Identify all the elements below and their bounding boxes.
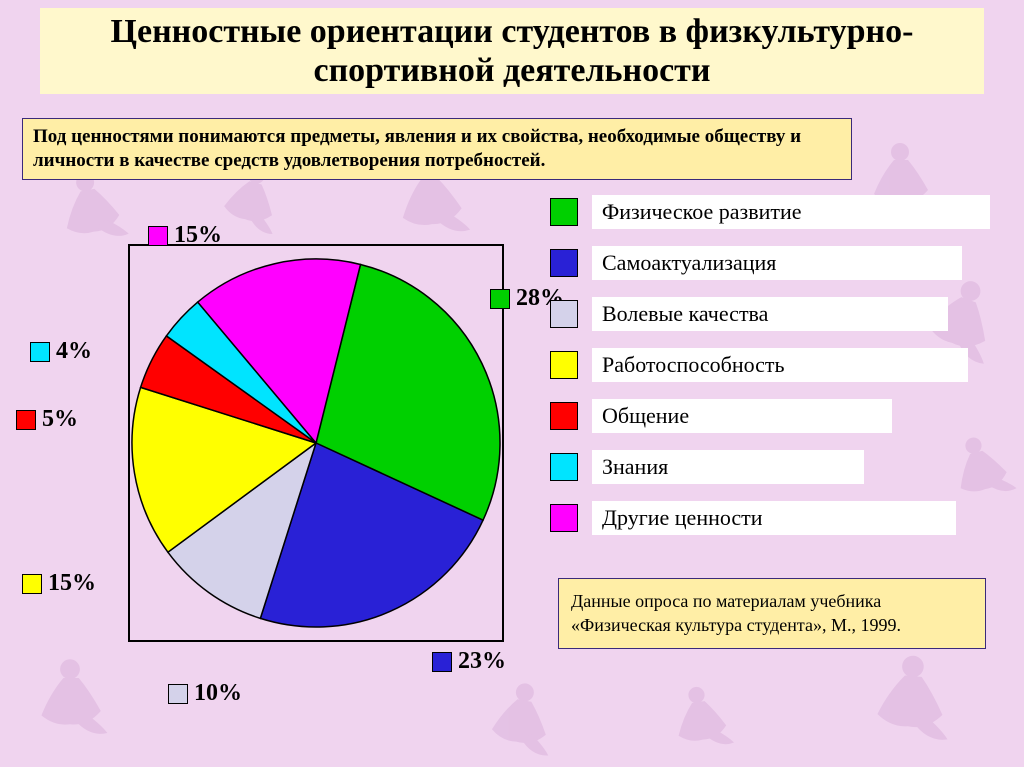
- legend-swatch-vol: [550, 300, 578, 328]
- legend-item-vol: Волевые качества: [550, 297, 990, 331]
- percent-swatch-phys: [490, 289, 510, 309]
- percent-swatch-other: [148, 226, 168, 246]
- legend-item-know: Знания: [550, 450, 990, 484]
- legend-swatch-other: [550, 504, 578, 532]
- percent-swatch-comm: [16, 410, 36, 430]
- percent-swatch-know: [30, 342, 50, 362]
- legend-label-phys: Физическое развитие: [592, 195, 990, 229]
- legend-item-phys: Физическое развитие: [550, 195, 990, 229]
- legend-swatch-know: [550, 453, 578, 481]
- legend-label-work: Работоспособность: [592, 348, 968, 382]
- legend-swatch-work: [550, 351, 578, 379]
- percent-label-work: 15%: [22, 570, 96, 597]
- percent-text-vol: 10%: [194, 680, 242, 707]
- legend-item-other: Другие ценности: [550, 501, 990, 535]
- percent-text-know: 4%: [56, 338, 92, 365]
- legend-swatch-self: [550, 249, 578, 277]
- legend-swatch-comm: [550, 402, 578, 430]
- legend: Физическое развитие Самоактуализация Волев…: [550, 195, 990, 552]
- percent-text-other: 15%: [174, 222, 222, 249]
- percent-label-self: 23%: [432, 648, 506, 675]
- percent-swatch-vol: [168, 684, 188, 704]
- percent-swatch-self: [432, 652, 452, 672]
- percent-text-comm: 5%: [42, 406, 78, 433]
- percent-label-other: 15%: [148, 222, 222, 249]
- percent-label-comm: 5%: [16, 406, 78, 433]
- source-box: Данные опроса по материалам учебника «Фи…: [558, 578, 986, 649]
- percent-label-vol: 10%: [168, 680, 242, 707]
- legend-label-know: Знания: [592, 450, 864, 484]
- legend-item-work: Работоспособность: [550, 348, 990, 382]
- legend-label-self: Самоактуализация: [592, 246, 962, 280]
- legend-label-vol: Волевые качества: [592, 297, 948, 331]
- legend-swatch-phys: [550, 198, 578, 226]
- source-text: Данные опроса по материалам учебника «Фи…: [571, 591, 901, 635]
- percent-text-work: 15%: [48, 570, 96, 597]
- percent-text-self: 23%: [458, 648, 506, 675]
- percent-label-know: 4%: [30, 338, 92, 365]
- legend-item-self: Самоактуализация: [550, 246, 990, 280]
- legend-item-comm: Общение: [550, 399, 990, 433]
- percent-swatch-work: [22, 574, 42, 594]
- legend-label-comm: Общение: [592, 399, 892, 433]
- legend-label-other: Другие ценности: [592, 501, 956, 535]
